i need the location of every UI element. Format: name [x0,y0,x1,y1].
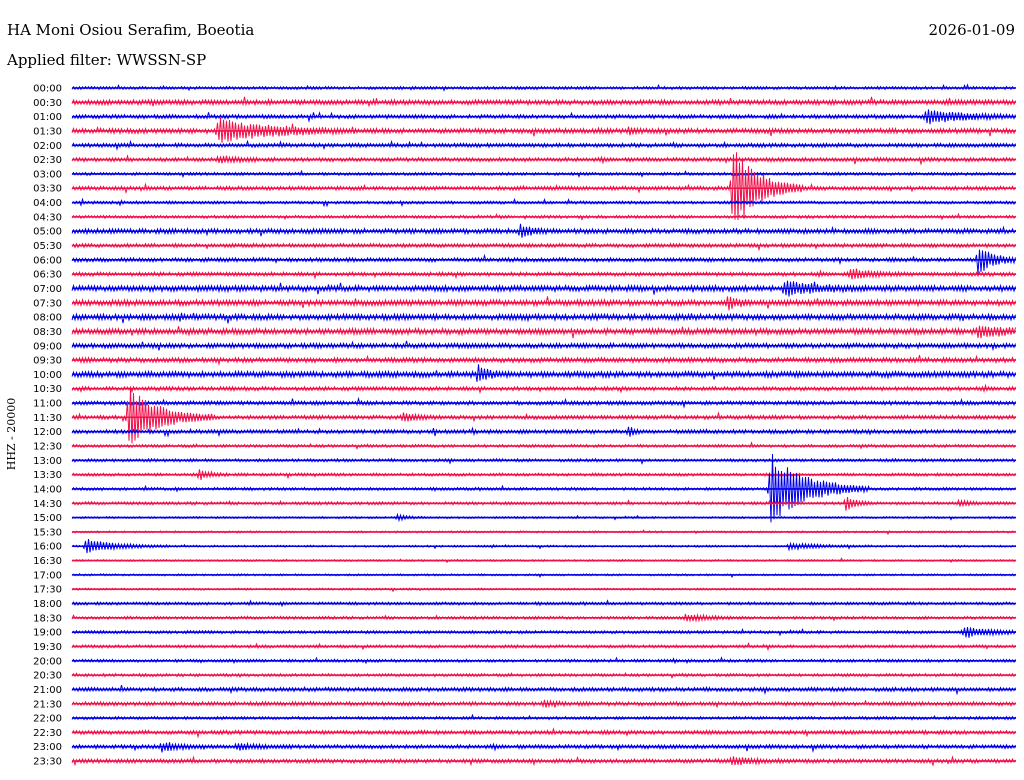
row-time-label: 06:30 [33,270,62,281]
row-time-label: 05:00 [33,227,62,238]
row-time-label: 19:00 [33,628,62,639]
row-time-label: 07:00 [33,284,62,295]
row-time-label: 05:30 [33,241,62,252]
row-time-label: 17:00 [33,570,62,581]
row-time-label: 22:30 [33,728,62,739]
row-time-label: 13:00 [33,456,62,467]
row-time-label: 06:00 [33,255,62,266]
row-time-label: 23:30 [33,757,62,768]
row-time-label: 14:30 [33,499,62,510]
row-time-label: 16:30 [33,556,62,567]
row-time-label: 20:00 [33,656,62,667]
row-time-label: 03:30 [33,184,62,195]
row-time-label: 03:00 [33,169,62,180]
row-time-label: 09:00 [33,341,62,352]
row-time-label: 12:00 [33,427,62,438]
trace-line [71,364,1016,382]
row-time-label: 22:00 [33,714,62,725]
row-time-label: 02:30 [33,155,62,166]
row-time-label: 01:00 [33,112,62,123]
trace-line [71,242,1016,252]
row-time-label: 02:00 [33,141,62,152]
row-time-label: 01:30 [33,126,62,137]
row-time-label: 15:30 [33,527,62,538]
row-time-label: 19:30 [33,642,62,653]
date-label: 2026-01-09 [928,21,1015,39]
trace-line [71,152,1016,220]
trace-line [71,249,1016,274]
row-time-label: 17:30 [33,585,62,596]
row-time-label: 08:00 [33,313,62,324]
row-time-label: 11:30 [33,413,62,424]
row-time-label: 09:30 [33,356,62,367]
row-time-label: 20:30 [33,671,62,682]
trace-line [71,388,1016,444]
row-time-label: 18:30 [33,613,62,624]
row-time-label: 07:30 [33,298,62,309]
row-time-label: 21:30 [33,699,62,710]
row-time-label: 13:30 [33,470,62,481]
row-time-label: 00:00 [33,84,62,95]
row-time-label: 11:00 [33,399,62,410]
row-time-label: 16:00 [33,542,62,553]
filter-label: Applied filter: WWSSN-SP [7,51,207,69]
row-time-label: 15:00 [33,513,62,524]
row-time-label: 08:30 [33,327,62,338]
trace-line [71,197,1016,208]
station-title: HA Moni Osiou Serafim, Boeotia [7,21,255,39]
row-time-label: 04:30 [33,212,62,223]
row-time-label: 00:30 [33,98,62,109]
row-time-label: 10:30 [33,384,62,395]
row-time-label: 10:00 [33,370,62,381]
row-time-label: 04:00 [33,198,62,209]
row-time-label: 14:00 [33,484,62,495]
row-time-label: 12:30 [33,442,62,453]
row-time-label: 23:00 [33,742,62,753]
trace-line [71,312,1016,324]
row-time-label: 21:00 [33,685,62,696]
row-time-label: 18:00 [33,599,62,610]
